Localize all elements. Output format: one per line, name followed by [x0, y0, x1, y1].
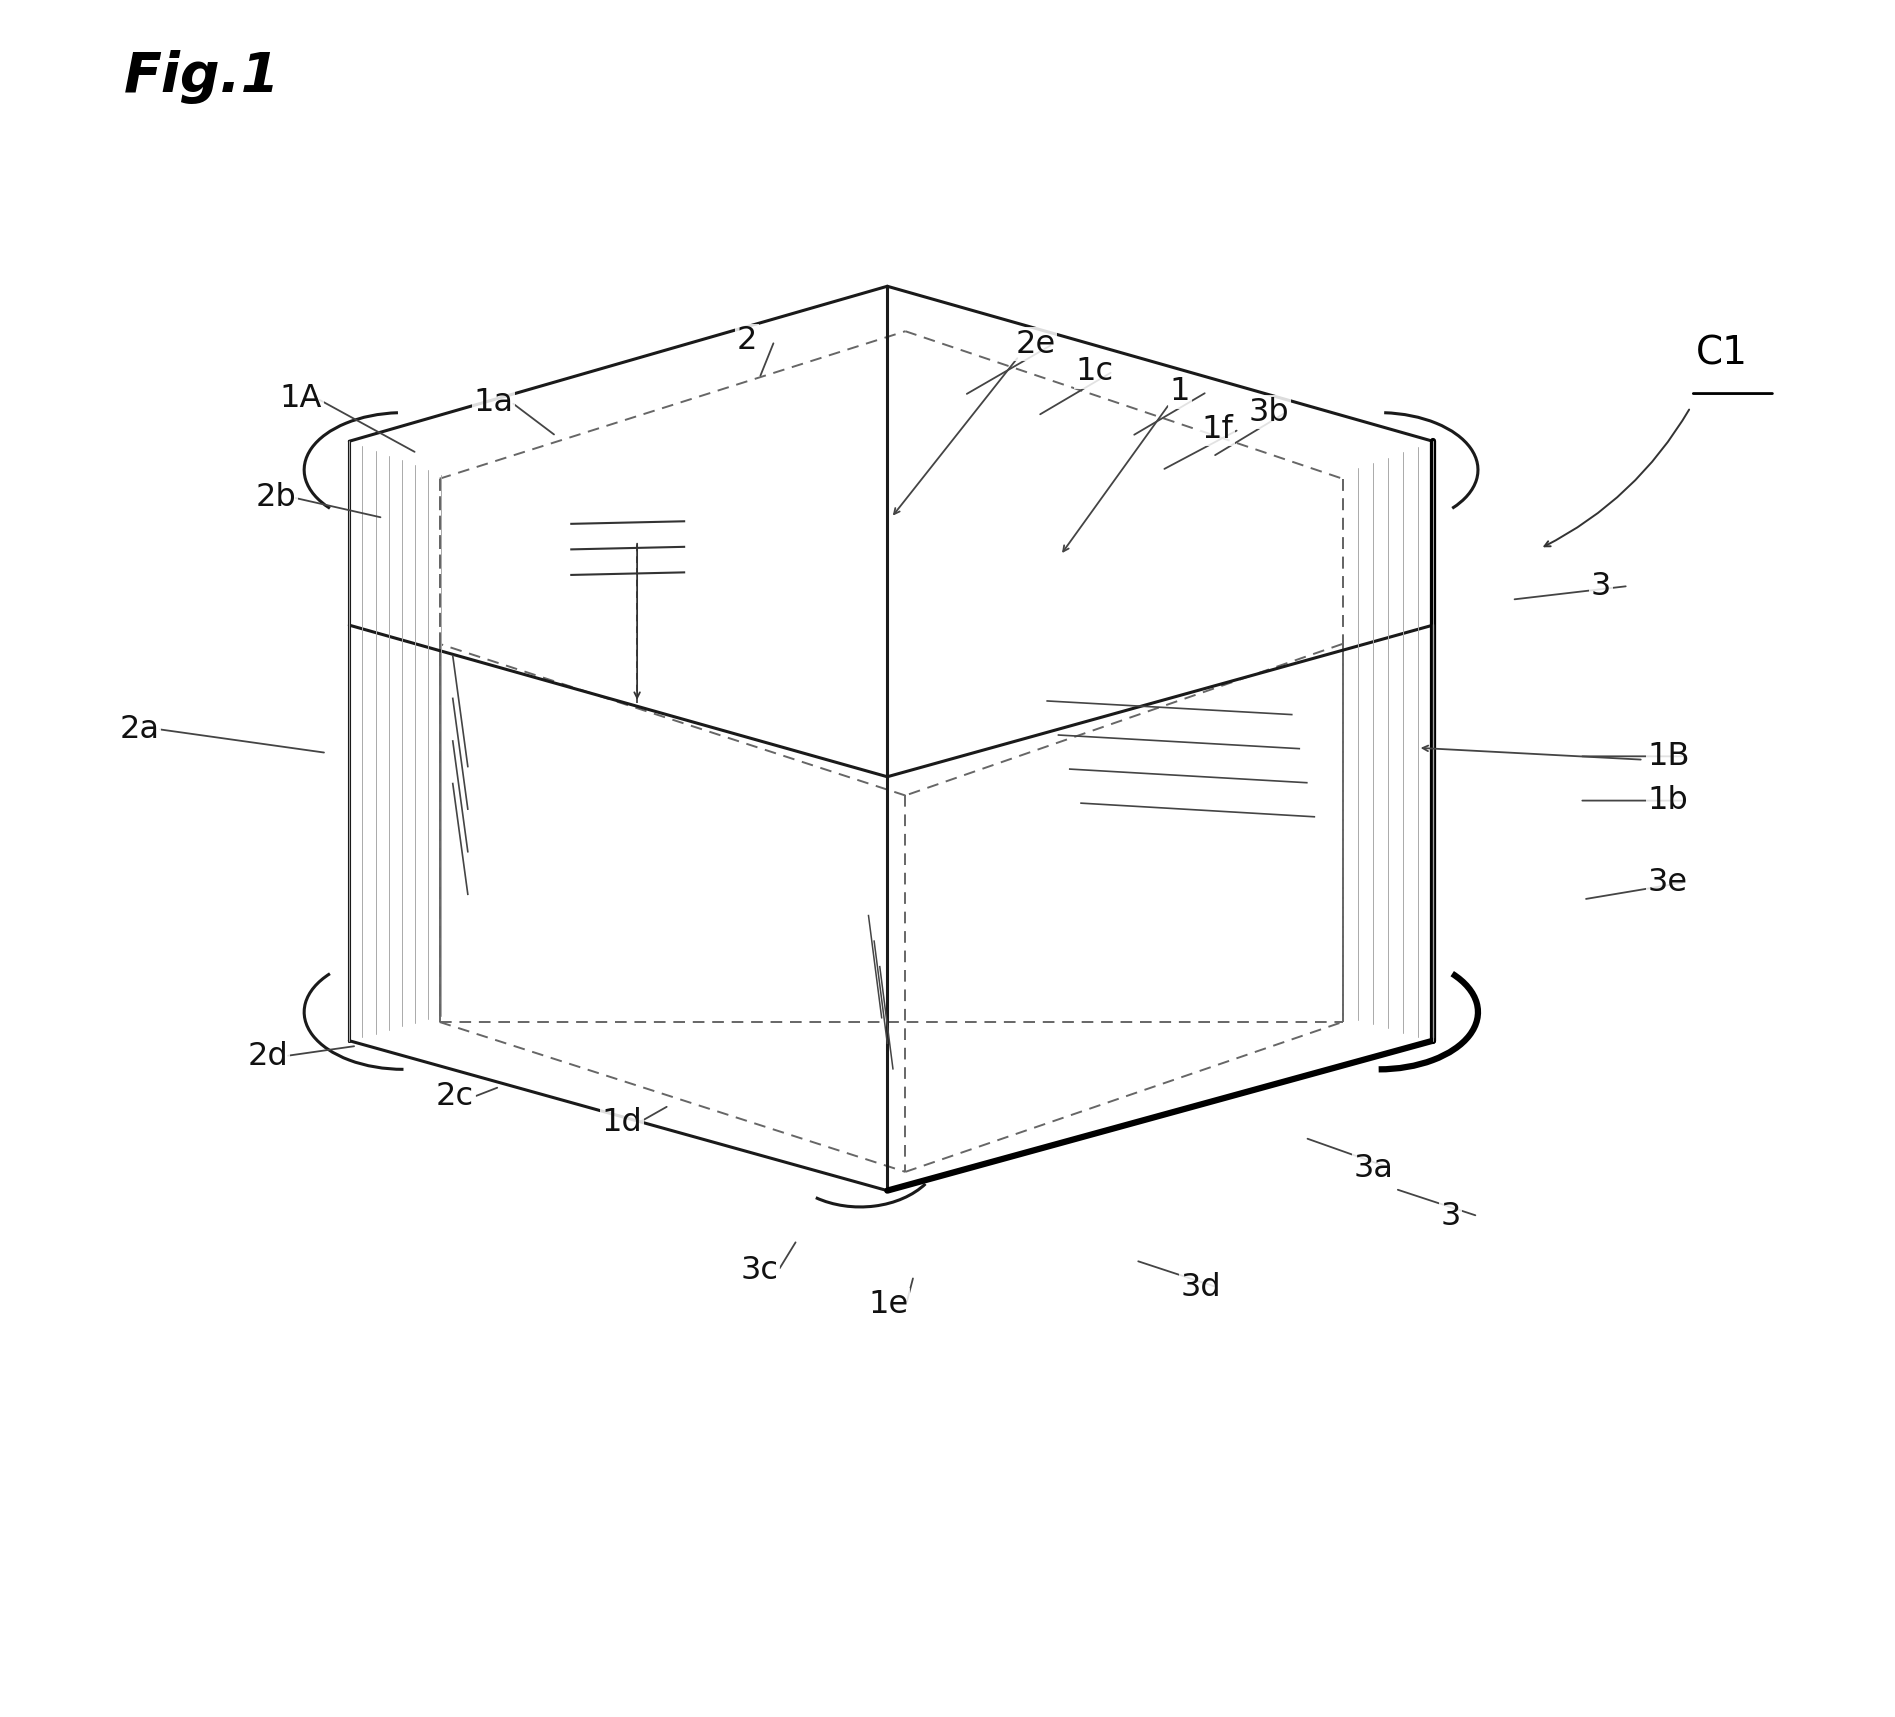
Text: 1c: 1c [1076, 355, 1114, 386]
Text: 1f: 1f [1201, 414, 1234, 445]
Text: C1: C1 [1696, 335, 1749, 373]
Text: 3b: 3b [1249, 397, 1289, 428]
Text: 3d: 3d [1181, 1272, 1222, 1303]
Text: 3: 3 [1440, 1200, 1461, 1231]
Text: 1A: 1A [280, 383, 322, 414]
Text: 1a: 1a [474, 386, 514, 417]
Text: 1: 1 [1169, 376, 1190, 407]
Text: 2b: 2b [256, 482, 296, 513]
Text: 1b: 1b [1647, 785, 1688, 816]
Text: 3c: 3c [741, 1255, 779, 1286]
Text: 3a: 3a [1353, 1154, 1393, 1185]
Text: 1d: 1d [601, 1107, 642, 1138]
Text: 2a: 2a [119, 714, 159, 745]
Text: 3: 3 [1590, 570, 1611, 601]
Text: 3e: 3e [1647, 867, 1687, 898]
Text: 2e: 2e [1016, 328, 1056, 359]
Text: 2c: 2c [436, 1082, 474, 1113]
Text: 1e: 1e [868, 1289, 910, 1320]
Text: 2d: 2d [248, 1041, 288, 1071]
Text: 2: 2 [737, 325, 758, 355]
Text: 1B: 1B [1647, 740, 1690, 773]
Text: Fig.1: Fig.1 [123, 50, 280, 105]
